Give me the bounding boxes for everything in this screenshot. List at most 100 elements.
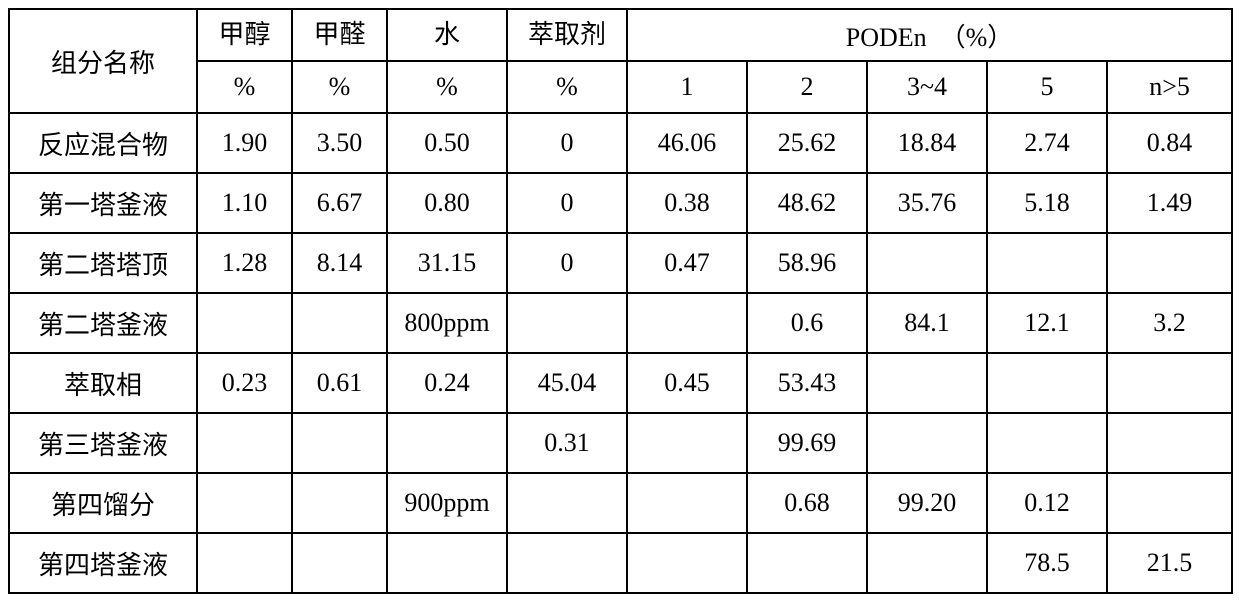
cell-p1: 0.38 <box>627 173 747 233</box>
cell-p34 <box>867 533 987 593</box>
cell-p34 <box>867 353 987 413</box>
cell-pn5 <box>1107 233 1232 293</box>
cell-methanol: 1.28 <box>197 233 292 293</box>
cell-label: 第二塔釜液 <box>9 293 197 353</box>
table-body: 反应混合物1.903.500.50046.0625.6218.842.740.8… <box>9 113 1232 593</box>
cell-p2: 0.6 <box>747 293 867 353</box>
cell-methanol <box>197 473 292 533</box>
cell-label: 第四馏分 <box>9 473 197 533</box>
header-poden-n5: n>5 <box>1107 61 1232 113</box>
cell-p5: 5.18 <box>987 173 1107 233</box>
cell-water: 0.24 <box>387 353 507 413</box>
cell-p2: 99.69 <box>747 413 867 473</box>
cell-pn5: 0.84 <box>1107 113 1232 173</box>
cell-formaldehyde <box>292 293 387 353</box>
table-row: 萃取相0.230.610.2445.040.4553.43 <box>9 353 1232 413</box>
cell-p5: 78.5 <box>987 533 1107 593</box>
header-water-2: % <box>387 61 507 113</box>
header-poden-group: PODEn （%） <box>627 9 1232 61</box>
cell-p5: 12.1 <box>987 293 1107 353</box>
cell-pn5: 3.2 <box>1107 293 1232 353</box>
cell-water: 0.80 <box>387 173 507 233</box>
cell-pn5 <box>1107 473 1232 533</box>
cell-p5 <box>987 233 1107 293</box>
table-row: 第三塔釜液 0.31 99.69 <box>9 413 1232 473</box>
table-header-row-1: 组分名称 甲醇 甲醛 水 萃取剂 PODEn （%） <box>9 9 1232 61</box>
cell-extractant: 0 <box>507 173 627 233</box>
cell-methanol: 1.90 <box>197 113 292 173</box>
cell-pn5 <box>1107 353 1232 413</box>
cell-p1 <box>627 293 747 353</box>
cell-extractant <box>507 533 627 593</box>
cell-p1: 0.47 <box>627 233 747 293</box>
header-poden-34: 3~4 <box>867 61 987 113</box>
header-methanol-1: 甲醇 <box>197 9 292 61</box>
header-formaldehyde-2: % <box>292 61 387 113</box>
table-row: 第四塔釜液78.521.5 <box>9 533 1232 593</box>
cell-water: 900ppm <box>387 473 507 533</box>
cell-extractant <box>507 293 627 353</box>
cell-p1: 46.06 <box>627 113 747 173</box>
cell-formaldehyde: 3.50 <box>292 113 387 173</box>
cell-extractant: 0.31 <box>507 413 627 473</box>
cell-label: 反应混合物 <box>9 113 197 173</box>
cell-label: 第三塔釜液 <box>9 413 197 473</box>
header-component: 组分名称 <box>9 9 197 113</box>
cell-methanol <box>197 293 292 353</box>
cell-p1 <box>627 533 747 593</box>
cell-water <box>387 413 507 473</box>
cell-pn5: 21.5 <box>1107 533 1232 593</box>
cell-p34: 84.1 <box>867 293 987 353</box>
header-poden-5: 5 <box>987 61 1107 113</box>
cell-p2: 0.68 <box>747 473 867 533</box>
cell-p34: 18.84 <box>867 113 987 173</box>
cell-p1: 0.45 <box>627 353 747 413</box>
cell-formaldehyde <box>292 473 387 533</box>
cell-p2: 25.62 <box>747 113 867 173</box>
cell-p5: 2.74 <box>987 113 1107 173</box>
cell-extractant <box>507 473 627 533</box>
header-water-1: 水 <box>387 9 507 61</box>
header-methanol-2: % <box>197 61 292 113</box>
cell-extractant: 0 <box>507 113 627 173</box>
cell-p1 <box>627 473 747 533</box>
cell-water: 31.15 <box>387 233 507 293</box>
cell-formaldehyde: 8.14 <box>292 233 387 293</box>
cell-p34 <box>867 413 987 473</box>
cell-pn5 <box>1107 413 1232 473</box>
table-row: 反应混合物1.903.500.50046.0625.6218.842.740.8… <box>9 113 1232 173</box>
cell-p34 <box>867 233 987 293</box>
cell-p2 <box>747 533 867 593</box>
cell-water: 800ppm <box>387 293 507 353</box>
cell-formaldehyde <box>292 413 387 473</box>
cell-methanol <box>197 533 292 593</box>
table-row: 第二塔釜液 800ppm 0.684.112.13.2 <box>9 293 1232 353</box>
cell-formaldehyde: 0.61 <box>292 353 387 413</box>
cell-p2: 53.43 <box>747 353 867 413</box>
header-poden-2: 2 <box>747 61 867 113</box>
cell-p2: 48.62 <box>747 173 867 233</box>
cell-methanol: 1.10 <box>197 173 292 233</box>
cell-p34: 99.20 <box>867 473 987 533</box>
cell-pn5: 1.49 <box>1107 173 1232 233</box>
cell-water: 0.50 <box>387 113 507 173</box>
cell-label: 第一塔釜液 <box>9 173 197 233</box>
composition-table: 组分名称 甲醇 甲醛 水 萃取剂 PODEn （%） % % % % 1 2 3… <box>8 8 1233 594</box>
cell-label: 萃取相 <box>9 353 197 413</box>
cell-extractant: 45.04 <box>507 353 627 413</box>
table-row: 第四馏分 900ppm 0.6899.200.12 <box>9 473 1232 533</box>
cell-formaldehyde <box>292 533 387 593</box>
cell-p34: 35.76 <box>867 173 987 233</box>
cell-p5 <box>987 413 1107 473</box>
header-poden-1: 1 <box>627 61 747 113</box>
cell-water <box>387 533 507 593</box>
cell-extractant: 0 <box>507 233 627 293</box>
cell-methanol <box>197 413 292 473</box>
cell-p1 <box>627 413 747 473</box>
table-row: 第一塔釜液1.106.670.8000.3848.6235.765.181.49 <box>9 173 1232 233</box>
header-extractant-1: 萃取剂 <box>507 9 627 61</box>
table-row: 第二塔塔顶1.288.1431.1500.4758.96 <box>9 233 1232 293</box>
cell-p2: 58.96 <box>747 233 867 293</box>
header-extractant-2: % <box>507 61 627 113</box>
cell-p5: 0.12 <box>987 473 1107 533</box>
